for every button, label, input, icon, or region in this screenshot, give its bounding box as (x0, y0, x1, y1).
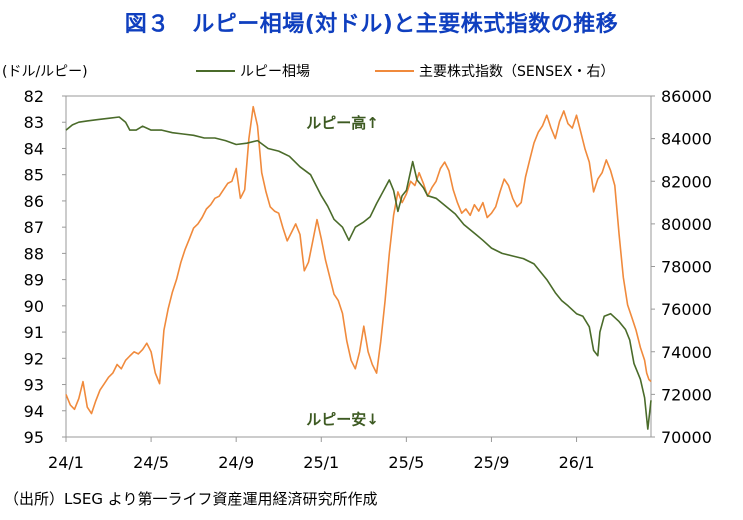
source-note: （出所）LSEG より第一ライフ資産運用経済研究所作成 (4, 490, 378, 508)
right-axis: 70000 72000 74000 76000 78000 80000 82000 84000… (651, 87, 712, 447)
right-tick-label: 78000 (661, 258, 712, 277)
annotations: ルピー高↑ ルピー安↓ (306, 114, 379, 428)
left-tick-label: 88 (24, 244, 44, 263)
series-lines (65, 105, 652, 430)
left-tick-label: 82 (24, 87, 44, 106)
annotation-rupee-down: ルピー安↓ (306, 411, 379, 429)
annotation-rupee-up: ルピー高↑ (306, 114, 379, 132)
left-tick-label: 93 (24, 376, 44, 395)
left-tick-label: 94 (24, 402, 44, 421)
legend-label-rupee: ルピー相場 (240, 64, 310, 80)
x-axis: 24/1 24/5 24/9 25/1 25/5 25/9 26/1 (48, 437, 595, 472)
right-tick-label: 82000 (661, 172, 712, 191)
right-tick-label: 76000 (661, 300, 712, 319)
right-tick-label: 80000 (661, 215, 712, 234)
rupee-series-line (65, 116, 652, 430)
x-tick-label: 25/5 (388, 453, 424, 472)
x-tick-label: 25/1 (303, 453, 339, 472)
legend-label-sensex: 主要株式指数（SENSEX・右） (419, 64, 615, 80)
x-tick-label: 24/1 (48, 453, 84, 472)
right-tick-label: 70000 (661, 428, 712, 447)
left-tick-label: 95 (24, 428, 44, 447)
right-tick-label: 74000 (661, 343, 712, 362)
left-tick-label: 89 (24, 271, 44, 290)
left-tick-label: 83 (24, 113, 44, 132)
x-tick-label: 24/9 (218, 453, 254, 472)
right-tick-label: 86000 (661, 87, 712, 106)
right-tick-label: 72000 (661, 385, 712, 404)
left-tick-label: 90 (24, 297, 44, 316)
x-tick-label: 26/1 (559, 453, 595, 472)
right-tick-label: 84000 (661, 130, 712, 149)
left-axis: 82 83 84 85 86 87 88 89 90 91 92 93 94 95 (24, 87, 66, 447)
legend: ルピー相場 主要株式指数（SENSEX・右） (196, 64, 615, 80)
sensex-series-line (65, 105, 652, 415)
left-tick-label: 91 (24, 323, 44, 342)
plot-area (65, 95, 652, 438)
x-tick-label: 24/5 (133, 453, 169, 472)
figure-title: 図３ ルピー相場(対ドル)と主要株式指数の推移 (124, 12, 619, 37)
x-tick-label: 25/9 (473, 453, 509, 472)
left-tick-label: 86 (24, 192, 44, 211)
left-unit-label: (ドル/ルピー) (2, 64, 88, 80)
left-tick-label: 84 (24, 139, 44, 158)
left-tick-label: 87 (24, 218, 44, 237)
left-tick-label: 85 (24, 166, 44, 185)
left-tick-label: 92 (24, 349, 44, 368)
